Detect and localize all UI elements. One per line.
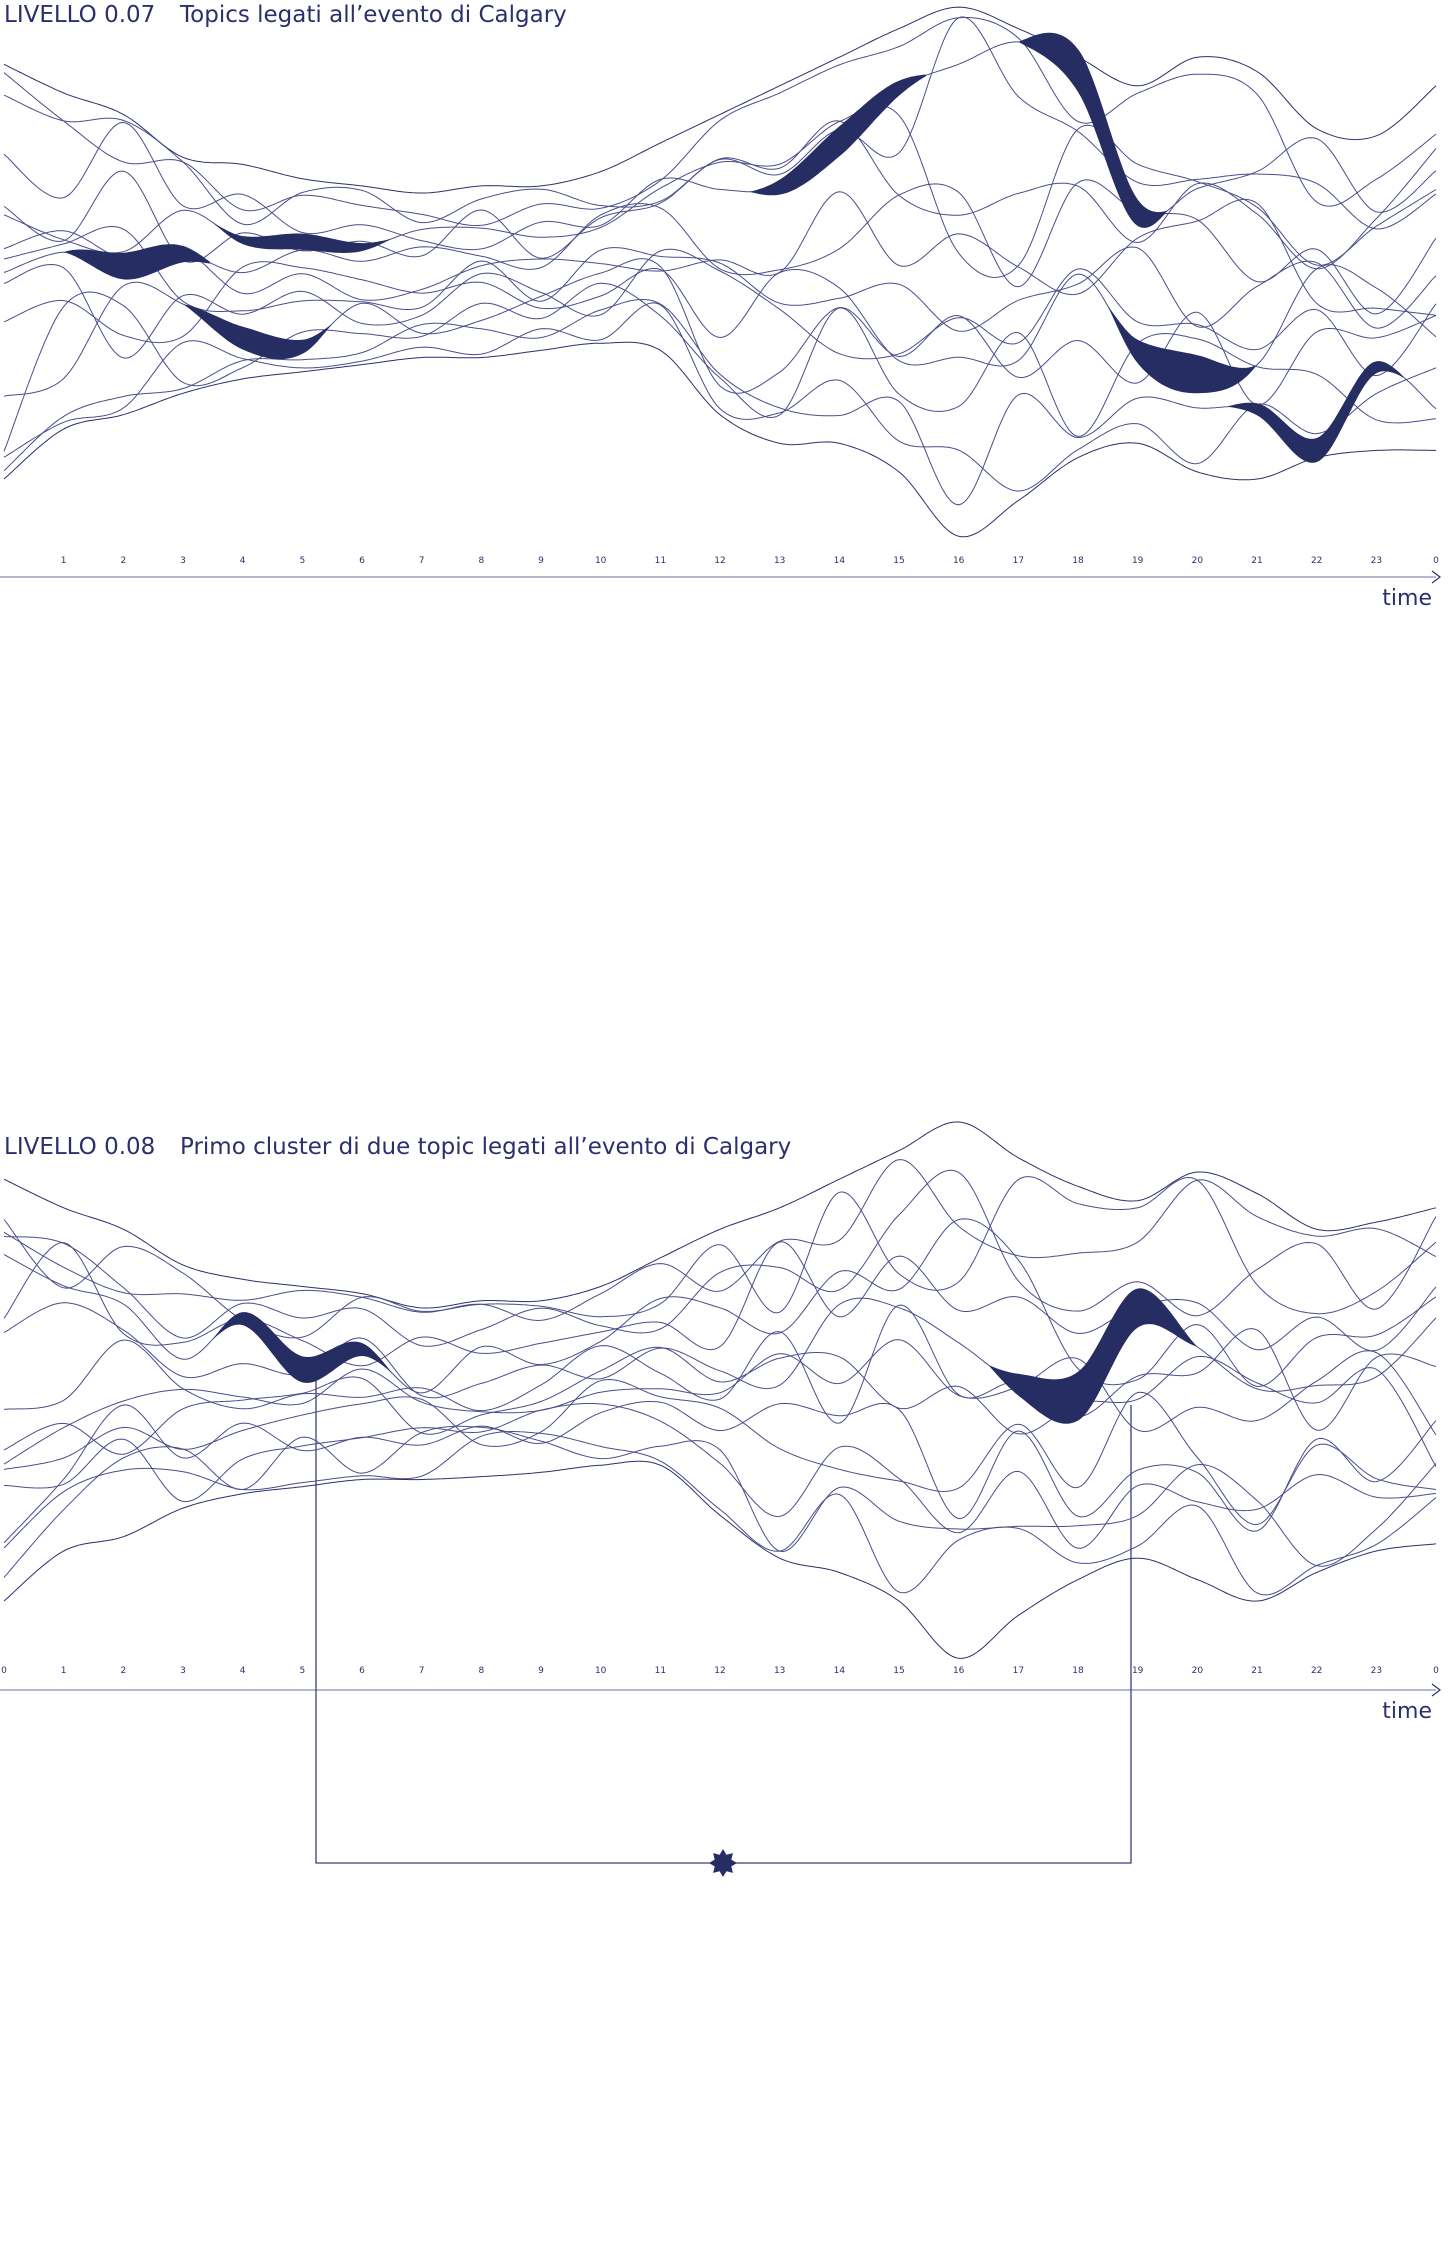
tick-label: 18 bbox=[1072, 556, 1084, 566]
topic-stream bbox=[3, 6, 1437, 194]
tick-label: 16 bbox=[953, 556, 965, 566]
tick-label: 22 bbox=[1311, 556, 1322, 566]
tick-label: 1 bbox=[61, 556, 67, 566]
panel-title: Primo cluster di due topic legati all’ev… bbox=[180, 1134, 791, 1160]
topic-stream bbox=[3, 16, 1437, 230]
tick-label: 11 bbox=[655, 1666, 666, 1676]
highlighted-topic bbox=[212, 1312, 392, 1383]
tick-label: 3 bbox=[180, 556, 186, 566]
topic-stream bbox=[3, 298, 1437, 506]
tick-label: 15 bbox=[893, 1666, 904, 1676]
highlighted-topic bbox=[63, 244, 210, 280]
topic-stream bbox=[3, 341, 1436, 538]
tick-label: 6 bbox=[359, 1666, 365, 1676]
topic-stream bbox=[3, 1241, 1437, 1367]
tick-label: 12 bbox=[714, 1666, 725, 1676]
tick-label: 4 bbox=[240, 556, 246, 566]
tick-label: 14 bbox=[834, 1666, 846, 1676]
tick-label: 0 bbox=[1433, 556, 1439, 566]
tick-label: 21 bbox=[1251, 556, 1262, 566]
topic-stream bbox=[3, 1121, 1437, 1309]
topic-stream bbox=[3, 1169, 1437, 1347]
highlighted-topic bbox=[749, 74, 926, 196]
tick-label: 23 bbox=[1371, 1666, 1382, 1676]
topic-stream bbox=[3, 248, 1437, 377]
tick-label: 20 bbox=[1192, 556, 1204, 566]
tick-label: 4 bbox=[240, 1666, 246, 1676]
tick-label: 19 bbox=[1132, 1666, 1144, 1676]
tick-label: 9 bbox=[538, 1666, 544, 1676]
tick-label: 7 bbox=[419, 1666, 425, 1676]
topic-stream bbox=[3, 1425, 1437, 1578]
topic-stream bbox=[3, 1304, 1437, 1431]
star-shape bbox=[709, 1849, 737, 1877]
tick-label: 17 bbox=[1013, 556, 1024, 566]
panel-title: Topics legati all’evento di Calgary bbox=[179, 2, 567, 28]
topic-stream bbox=[4, 1403, 1437, 1549]
axis-label: time bbox=[1382, 1699, 1432, 1724]
highlighted-topic bbox=[212, 222, 392, 253]
topic-stream bbox=[3, 17, 1437, 226]
topic-stream bbox=[3, 191, 1437, 316]
tick-label: 10 bbox=[595, 556, 607, 566]
topic-stream bbox=[3, 120, 1437, 270]
topic-stream bbox=[3, 1378, 1437, 1525]
tick-label: 7 bbox=[419, 556, 425, 566]
tick-label: 18 bbox=[1072, 1666, 1084, 1676]
tick-label: 17 bbox=[1013, 1666, 1024, 1676]
topic-stream bbox=[3, 1401, 1437, 1544]
axis-arrow bbox=[1431, 570, 1441, 584]
tick-label: 19 bbox=[1132, 556, 1144, 566]
topic-stream bbox=[3, 1346, 1437, 1467]
tick-label: 23 bbox=[1371, 556, 1382, 566]
tick-label: 13 bbox=[774, 556, 785, 566]
tick-label: 5 bbox=[299, 1666, 305, 1676]
tick-label: 13 bbox=[774, 1666, 785, 1676]
tick-label: 0 bbox=[1433, 1666, 1439, 1676]
tick-label: 2 bbox=[120, 556, 126, 566]
highlighted-topic bbox=[1107, 306, 1257, 394]
tick-label: 21 bbox=[1251, 1666, 1262, 1676]
cluster-bracket bbox=[315, 1375, 1132, 1864]
tick-label: 15 bbox=[893, 556, 904, 566]
cluster-node bbox=[709, 1849, 737, 1877]
highlighted-topic bbox=[183, 304, 333, 360]
axis-arrow bbox=[1431, 1683, 1441, 1697]
tick-label: 0 bbox=[1, 1666, 7, 1676]
level-label: LIVELLO 0.08 bbox=[4, 1134, 155, 1160]
highlighted-topic bbox=[1227, 361, 1404, 463]
tick-label: 12 bbox=[714, 556, 725, 566]
axis-label: time bbox=[1382, 586, 1432, 611]
tick-label: 16 bbox=[953, 1666, 965, 1676]
topic-stream bbox=[3, 1297, 1437, 1402]
tick-label: 2 bbox=[120, 1666, 126, 1676]
tick-label: 10 bbox=[595, 1666, 607, 1676]
topic-stream bbox=[3, 104, 1437, 278]
topic-stream bbox=[3, 1431, 1437, 1596]
tick-label: 9 bbox=[538, 556, 544, 566]
tick-label: 20 bbox=[1192, 1666, 1204, 1676]
topic-stream bbox=[3, 1176, 1437, 1339]
tick-label: 14 bbox=[834, 556, 846, 566]
topic-stream bbox=[3, 179, 1437, 315]
tick-label: 8 bbox=[478, 1666, 484, 1676]
tick-label: 8 bbox=[478, 556, 484, 566]
topic-stream bbox=[3, 1460, 1437, 1659]
tick-label: 22 bbox=[1311, 1666, 1322, 1676]
level-label: LIVELLO 0.07 bbox=[4, 2, 155, 28]
highlighted-topic bbox=[988, 1288, 1198, 1424]
tick-label: 11 bbox=[655, 556, 666, 566]
tick-label: 3 bbox=[180, 1666, 186, 1676]
topic-stream bbox=[3, 41, 1437, 251]
topic-stream bbox=[3, 225, 1437, 332]
topic-stream bbox=[3, 302, 1437, 492]
topic-stream bbox=[3, 1159, 1437, 1322]
tick-label: 1 bbox=[61, 1666, 67, 1676]
tick-label: 5 bbox=[299, 556, 305, 566]
topic-stream bbox=[3, 1339, 1437, 1465]
topic-stream bbox=[3, 282, 1437, 452]
tick-label: 6 bbox=[359, 556, 365, 566]
